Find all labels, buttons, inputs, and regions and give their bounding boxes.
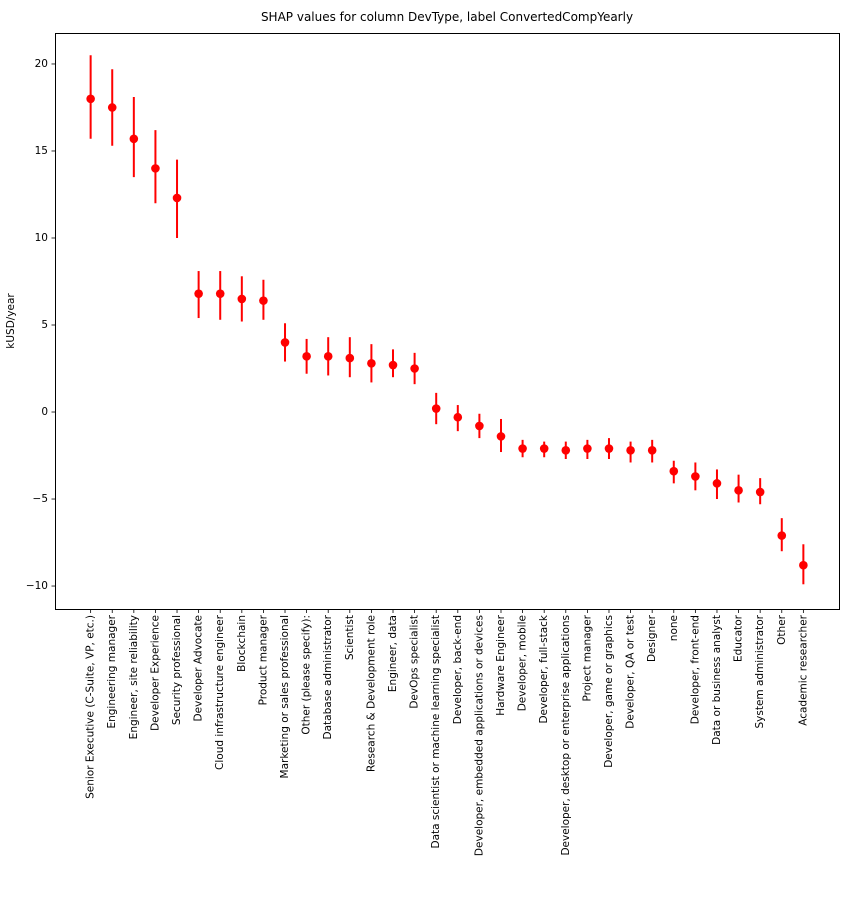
- x-tick-label: none: [668, 615, 680, 641]
- x-tick-label: Developer Experience: [149, 615, 161, 731]
- y-axis-label: kUSD/year: [5, 293, 17, 349]
- data-point: [345, 353, 355, 363]
- y-tick-label: 10: [35, 232, 48, 244]
- data-point: [583, 444, 592, 453]
- x-tick-label: Engineer, data: [387, 615, 399, 692]
- data-point: [237, 294, 247, 304]
- data-point: [367, 358, 376, 368]
- data-point: [107, 103, 117, 112]
- y-tick-label: −5: [33, 493, 48, 505]
- x-tick-label: Other: [776, 614, 788, 644]
- data-point: [323, 352, 333, 361]
- data-point: [647, 445, 657, 455]
- chart-title: SHAP values for column DevType, label Co…: [261, 10, 633, 24]
- x-tick-label: Data scientist or machine learning speci…: [430, 615, 442, 849]
- x-tick-label: Engineering manager: [106, 614, 118, 728]
- x-tick-label: Product manager: [257, 614, 269, 705]
- data-point: [518, 444, 527, 453]
- x-tick-label: DevOps specialist: [409, 615, 421, 709]
- data-point: [410, 364, 419, 373]
- y-tick-label: 15: [35, 145, 48, 157]
- data-point: [129, 134, 139, 144]
- plot-area-border: [55, 33, 840, 610]
- x-tick-label: Hardware Engineer: [495, 614, 507, 715]
- data-point: [194, 289, 203, 298]
- x-tick-label: Scientist: [344, 615, 356, 660]
- x-tick-label: Blockchain: [236, 615, 248, 672]
- x-tick-labels-group: Senior Executive (C-Suite, VP, etc.) Engi…: [85, 614, 810, 856]
- data-point: [431, 404, 441, 413]
- data-point: [755, 487, 765, 497]
- x-tick-label: Data or business analyst: [711, 615, 723, 745]
- data-point: [799, 560, 808, 570]
- y-tick-label: 5: [41, 319, 48, 331]
- x-tick-label: System administrator: [754, 614, 766, 728]
- data-point: [777, 531, 787, 540]
- x-tick-label: Developer, desktop or enterprise applica…: [560, 615, 572, 856]
- data-point: [561, 445, 571, 455]
- x-tick-label: Academic researcher: [797, 614, 809, 725]
- axis-ticks: [51, 63, 804, 613]
- data-point: [172, 193, 182, 203]
- x-tick-label: Educator: [733, 614, 745, 662]
- data-point: [712, 479, 722, 488]
- x-tick-label: Developer, back-end: [452, 615, 464, 724]
- x-tick-label: Developer, mobile: [517, 615, 529, 711]
- x-tick-label: Research & Development role: [365, 615, 377, 772]
- data-point: [496, 432, 506, 441]
- x-tick-label: Developer, QA or test: [625, 615, 637, 729]
- data-point: [604, 444, 614, 453]
- data-point: [539, 444, 549, 453]
- data-point: [453, 412, 463, 422]
- x-tick-label: Developer Advocate: [193, 615, 205, 721]
- data-point: [259, 296, 268, 305]
- data-point: [388, 360, 398, 370]
- data-points-group: [86, 94, 808, 570]
- data-point: [669, 466, 679, 476]
- data-point: [475, 421, 484, 431]
- x-tick-label: Database administrator: [322, 614, 334, 739]
- x-tick-label: Cloud infrastructure engineer: [214, 614, 226, 770]
- y-tick-label: 0: [41, 406, 48, 418]
- x-tick-label: Security professional: [171, 615, 183, 725]
- data-point: [86, 94, 95, 104]
- x-tick-label: Designer: [646, 614, 658, 662]
- error-bars-group: [89, 55, 805, 585]
- x-tick-label: Developer, front-end: [689, 615, 701, 724]
- data-point: [626, 445, 635, 455]
- x-tick-label: Developer, embedded applications or devi…: [473, 615, 485, 856]
- y-tick-label: −10: [26, 580, 48, 592]
- data-point: [691, 472, 700, 481]
- x-tick-label: Developer, game or graphics: [603, 615, 615, 768]
- data-point: [151, 164, 160, 173]
- y-tick-label: 20: [35, 58, 48, 70]
- data-point: [215, 289, 225, 298]
- x-tick-label: Project manager: [581, 614, 593, 701]
- x-tick-label: Marketing or sales professional: [279, 615, 291, 778]
- x-tick-label: Developer, full-stack: [538, 614, 550, 723]
- data-point: [734, 486, 743, 495]
- data-point: [280, 338, 290, 347]
- y-tick-labels-group: 20 15 10 5 0 −5 −10: [26, 58, 48, 592]
- x-tick-label: Other (please specify):: [301, 615, 313, 735]
- data-point: [302, 352, 311, 361]
- x-tick-label: Engineer, site reliability: [128, 615, 140, 739]
- x-tick-label: Senior Executive (C-Suite, VP, etc.): [85, 615, 97, 799]
